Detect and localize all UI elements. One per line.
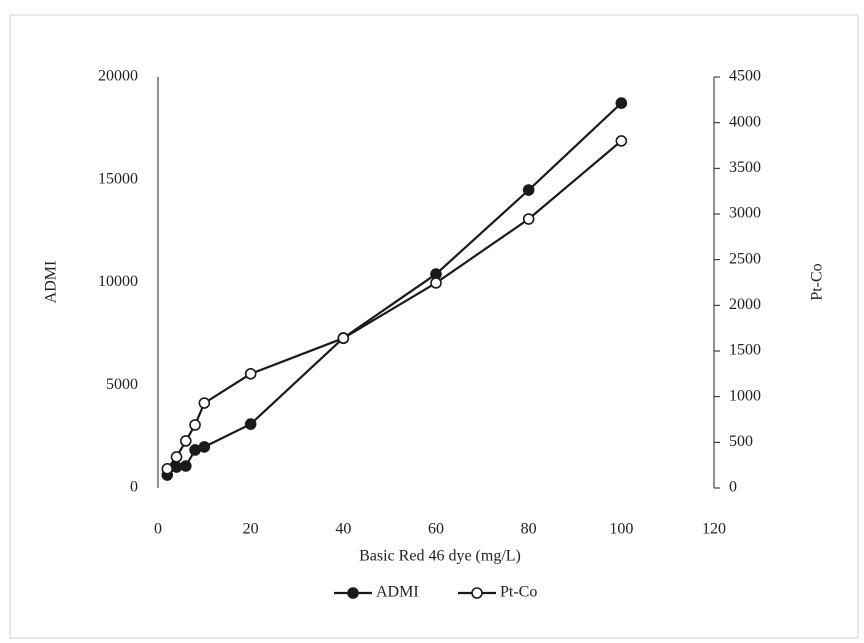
x-tick-label: 120 <box>702 521 726 538</box>
data-point <box>524 185 534 195</box>
x-tick-label: 20 <box>243 521 259 538</box>
data-point <box>190 420 200 430</box>
data-point <box>181 461 191 471</box>
data-point <box>246 419 256 429</box>
y-tick-label: 0 <box>130 479 138 496</box>
page: Basic Red 46 dye (mg/L) ADMI Pt-Co 05000… <box>0 0 864 643</box>
x-tick-label: 60 <box>428 521 444 538</box>
chart-frame <box>10 15 858 638</box>
legend-marker <box>348 588 358 598</box>
data-point <box>172 462 182 472</box>
data-point <box>431 278 441 288</box>
data-point <box>524 214 534 224</box>
y2-tick-label: 4500 <box>729 68 761 85</box>
data-point <box>616 98 626 108</box>
y-tick-label: 5000 <box>106 376 138 393</box>
legend-label: ADMI <box>376 584 419 601</box>
y2-tick-label: 1500 <box>729 342 761 359</box>
legend-marker <box>472 588 482 598</box>
x-axis-title: Basic Red 46 dye (mg/L) <box>359 548 521 565</box>
x-tick-label: 100 <box>609 521 633 538</box>
data-point <box>172 452 182 462</box>
x-tick-label: 0 <box>154 521 162 538</box>
y2-tick-label: 1000 <box>729 387 761 404</box>
y-tick-label: 15000 <box>98 170 138 187</box>
y2-tick-label: 2500 <box>729 250 761 267</box>
legend-label: Pt-Co <box>500 584 537 601</box>
data-point <box>181 436 191 446</box>
y2-axis-title: Pt-Co <box>809 263 826 300</box>
y2-tick-label: 500 <box>729 433 753 450</box>
data-point <box>199 442 209 452</box>
y-tick-label: 20000 <box>98 68 138 85</box>
data-point <box>338 333 348 343</box>
y2-tick-label: 2000 <box>729 296 761 313</box>
y-tick-label: 10000 <box>98 273 138 290</box>
y2-tick-label: 0 <box>729 479 737 496</box>
data-point <box>246 369 256 379</box>
data-point <box>199 398 209 408</box>
y2-tick-label: 3000 <box>729 205 761 222</box>
data-point <box>616 136 626 146</box>
y2-tick-label: 3500 <box>729 159 761 176</box>
x-tick-label: 40 <box>335 521 351 538</box>
data-point <box>162 464 172 474</box>
chart: Basic Red 46 dye (mg/L) ADMI Pt-Co 05000… <box>0 0 864 643</box>
y2-tick-label: 4000 <box>729 113 761 130</box>
y-axis-title: ADMI <box>43 261 60 304</box>
x-tick-label: 80 <box>521 521 537 538</box>
